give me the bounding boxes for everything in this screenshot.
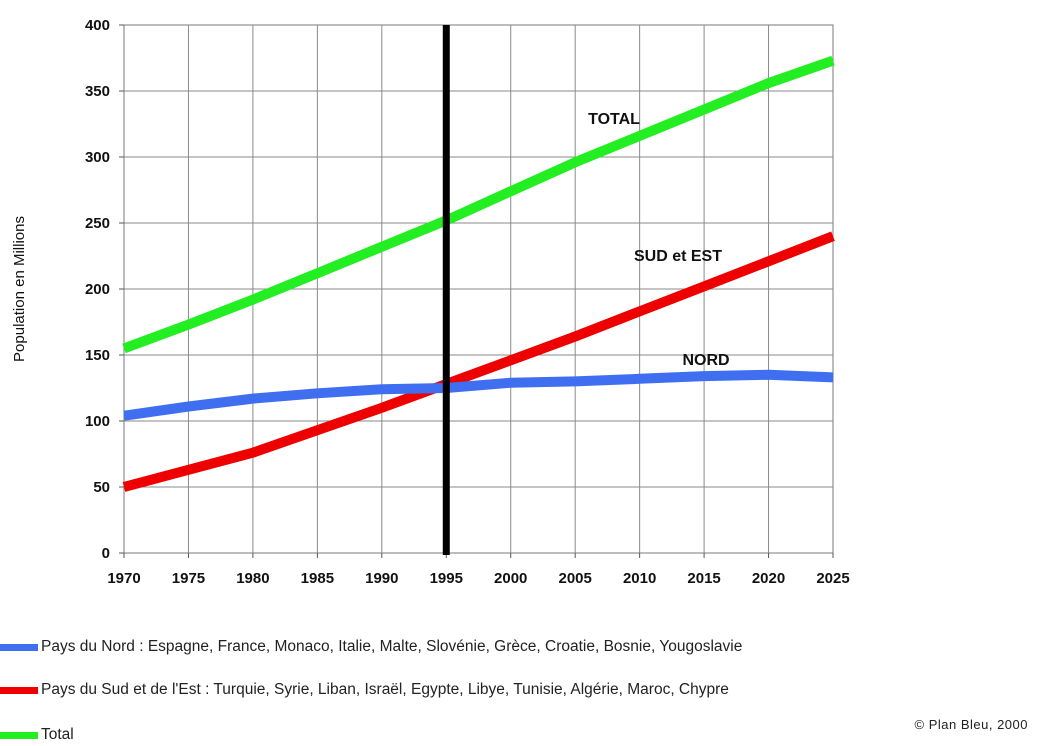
- x-tick-label-1980: 1980: [236, 570, 269, 587]
- legend-item-total: Total: [0, 724, 74, 746]
- y-tick-label-150: 150: [85, 347, 110, 364]
- y-tick-label-400: 400: [85, 17, 110, 34]
- x-tick-label-1995: 1995: [430, 570, 463, 587]
- series-label-total: TOTAL: [588, 111, 640, 128]
- series-label-nord: NORD: [682, 352, 729, 369]
- x-tick-label-2015: 2015: [687, 570, 720, 587]
- legend-swatch-sud-est: [0, 686, 38, 694]
- x-tick-label-2010: 2010: [623, 570, 656, 587]
- x-tick-label-1970: 1970: [107, 570, 140, 587]
- population-line-chart: 1970 1975 1980 1985 1990 1995 2000 2005 2010 2015…: [11, 17, 850, 587]
- x-tick-label-1990: 1990: [365, 570, 398, 587]
- series-line-nord: [123, 369, 834, 421]
- y-tick-label-350: 350: [85, 83, 110, 100]
- y-tick-label-200: 200: [85, 281, 110, 298]
- copyright-notice: © Plan Bleu, 2000: [914, 717, 1028, 732]
- legend-item-nord: Pays du Nord : Espagne, France, Monaco, …: [0, 636, 742, 658]
- y-tick-label-50: 50: [93, 479, 110, 496]
- series-line-total: [122, 55, 835, 354]
- y-axis-label: Population en Millions: [11, 216, 28, 362]
- legend-swatch-total: [0, 731, 38, 739]
- series-label-sud-et-est: SUD et EST: [634, 248, 722, 265]
- x-tick-label-2000: 2000: [494, 570, 527, 587]
- legend-item-sud-est: Pays du Sud et de l'Est : Turquie, Syrie…: [0, 679, 729, 701]
- x-tick-label-1985: 1985: [301, 570, 334, 587]
- x-tick-label-2025: 2025: [816, 570, 849, 587]
- y-tick-label-250: 250: [85, 215, 110, 232]
- legend-swatch-nord: [0, 643, 38, 651]
- y-tick-label-300: 300: [85, 149, 110, 166]
- labels: TOTAL SUD et EST NORD: [588, 111, 729, 369]
- legend-text-nord: Pays du Nord : Espagne, France, Monaco, …: [41, 638, 743, 655]
- legend-text-sud-est: Pays du Sud et de l'Est : Turquie, Syrie…: [41, 681, 729, 698]
- x-tick-label-2005: 2005: [558, 570, 591, 587]
- axes: 1970 1975 1980 1985 1990 1995 2000 2005 2010 2015…: [11, 17, 850, 587]
- legend-text-total: Total: [41, 726, 74, 743]
- y-tick-label-100: 100: [85, 413, 110, 430]
- x-tick-label-2020: 2020: [752, 570, 785, 587]
- y-tick-label-0: 0: [102, 545, 110, 562]
- series-line-sud-et-est: [122, 231, 835, 492]
- series-lines: [122, 55, 835, 492]
- x-tick-label-1975: 1975: [172, 570, 205, 587]
